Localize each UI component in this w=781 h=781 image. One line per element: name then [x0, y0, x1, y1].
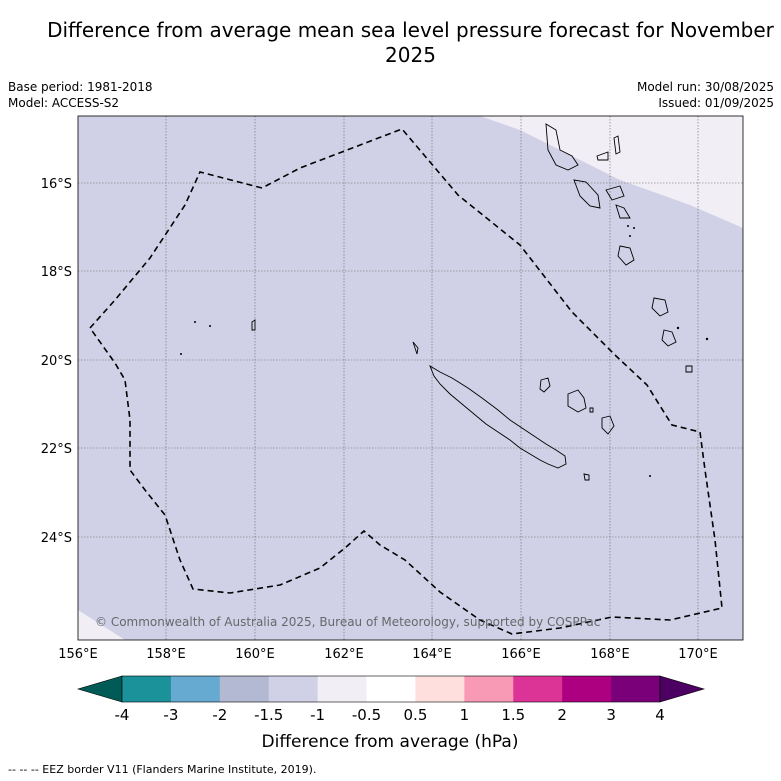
belep-islands — [412, 341, 419, 355]
y-tick-label: 22°S — [41, 442, 72, 457]
vanuatu-maewo — [613, 135, 621, 155]
y-tick-label: 18°S — [41, 265, 72, 280]
anomaly-main-fill — [78, 116, 743, 640]
map-title: Difference from average mean sea level p… — [47, 18, 774, 67]
meta-right: Model run: 30/08/2025 Issued: 01/09/2025 — [637, 79, 774, 111]
colorbar-segment — [219, 676, 270, 702]
colorbar-segment — [415, 676, 465, 702]
vanuatu-tanna — [651, 297, 669, 317]
issued-date: Issued: 01/09/2025 — [658, 96, 774, 110]
colorbar-labels: -4 -3 -2 -1.5 -1 -0.5 0.5 1 1.5 2 3 4 — [115, 706, 665, 724]
anomaly-light-region-sw — [78, 610, 125, 640]
colorbar-tick-label: 0.5 — [404, 706, 428, 724]
isle-of-pines — [583, 473, 590, 481]
eez-source-note: -- -- -- EEZ border V11 (Flanders Marine… — [8, 763, 317, 776]
vanuatu-efate — [615, 204, 631, 219]
vanuatu-malekula — [573, 179, 601, 209]
vanuatu-erromango — [617, 245, 635, 266]
vanuatu-aneityum — [661, 329, 677, 347]
colorbar-segment — [366, 676, 416, 702]
vanuatu-ambae — [596, 151, 609, 161]
colorbar-segment — [513, 676, 563, 702]
base-period: Base period: 1981-2018 — [8, 80, 153, 94]
tiga — [589, 407, 594, 413]
y-tick-label: 24°S — [41, 531, 72, 546]
ouvea — [539, 377, 551, 393]
x-tick-label: 164°E — [412, 647, 452, 662]
model-run: Model run: 30/08/2025 — [636, 80, 774, 94]
x-tick-label: 156°E — [58, 647, 98, 662]
y-axis-ticks: 16°S 18°S 20°S 22°S 24°S — [41, 177, 72, 546]
colorbar-segment — [611, 676, 661, 702]
gridlines — [78, 116, 743, 640]
x-tick-label: 162°E — [324, 647, 364, 662]
colorbar-segment — [122, 676, 172, 702]
new-caledonia-grande-terre — [429, 364, 567, 469]
anomaly-light-region-ne — [480, 116, 743, 228]
mare — [601, 415, 615, 435]
vanuatu-espiritu-santo — [545, 123, 579, 171]
lifou — [567, 389, 587, 413]
colorbar-tick-label: 4 — [655, 706, 665, 724]
colorbar-tick-label: 3 — [606, 706, 616, 724]
colorbar-segment — [268, 676, 319, 702]
colorbar-tick-label: -1 — [310, 706, 325, 724]
colorbar-extend-high — [659, 675, 706, 703]
colorbar-outline — [121, 675, 661, 703]
y-tick-label: 16°S — [41, 177, 72, 192]
colorbar-tick-label: 1.5 — [501, 706, 525, 724]
copyright-notice: © Commonwealth of Australia 2025, Bureau… — [95, 615, 600, 629]
x-tick-label: 158°E — [146, 647, 186, 662]
x-tick-label: 166°E — [501, 647, 541, 662]
map-border — [77, 115, 744, 641]
land-outlines — [251, 123, 693, 481]
colorbar-tick-label: -1.5 — [254, 706, 283, 724]
colorbar-title: Difference from average (hPa) — [262, 732, 519, 752]
colorbar-tick-label: 1 — [460, 706, 470, 724]
eez-border — [89, 128, 723, 635]
small-islets — [180, 225, 709, 477]
x-tick-label: 170°E — [678, 647, 718, 662]
x-axis-ticks: 156°E 158°E 160°E 162°E 164°E 166°E 168°… — [58, 647, 718, 662]
colorbar-tick-label: 2 — [557, 706, 567, 724]
colorbar-segment — [464, 676, 514, 702]
model-name: Model: ACCESS-S2 — [8, 96, 120, 110]
colorbar-tick-label: -4 — [115, 706, 130, 724]
meta-left: Base period: 1981-2018 Model: ACCESS-S2 — [8, 79, 153, 111]
vanuatu-pentecost — [605, 185, 625, 201]
colorbar-tick-label: -3 — [163, 706, 178, 724]
colorbar-segment — [170, 676, 221, 702]
matthew-island — [685, 365, 693, 373]
colorbar-extend-low — [76, 675, 123, 703]
y-tick-label: 20°S — [41, 354, 72, 369]
colorbar-tick-label: -2 — [212, 706, 227, 724]
chesterfield-islet — [251, 319, 256, 331]
colorbar-segment — [317, 676, 368, 702]
x-tick-label: 160°E — [235, 647, 275, 662]
map-panel: © Commonwealth of Australia 2025, Bureau… — [77, 115, 744, 641]
x-tick-label: 168°E — [590, 647, 630, 662]
colorbar-segment — [562, 676, 612, 702]
colorbar — [76, 675, 706, 703]
colorbar-tick-label: -0.5 — [352, 706, 381, 724]
